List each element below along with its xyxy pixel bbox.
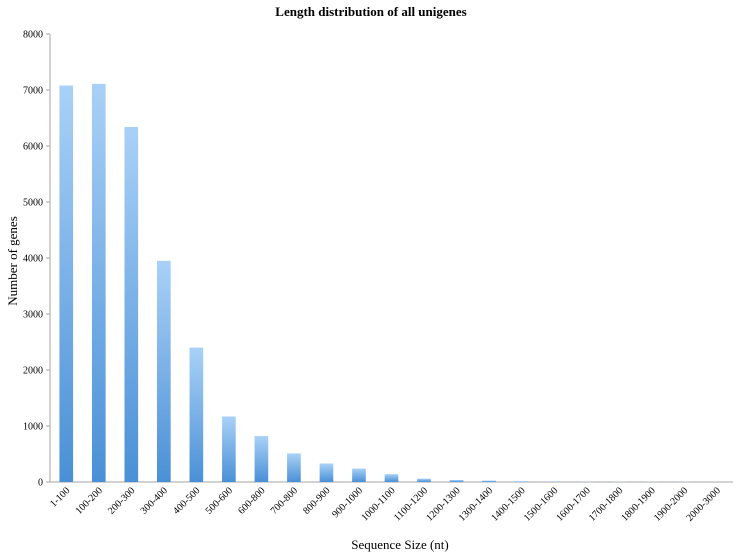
y-tick-label: 6000 [23,142,43,153]
x-axis-title: Sequence Size (nt) [351,537,448,552]
x-tick-label: 300-400 [139,485,170,516]
bar-100-200 [92,84,106,482]
x-tick-label: 1300-1400 [457,485,495,523]
bar-400-500 [190,348,204,482]
bar-1100-1200 [417,479,431,482]
y-tick-label: 0 [38,478,43,489]
x-tick-label: 600-800 [236,485,267,516]
x-tick-label: 800-900 [301,485,332,516]
x-tick-label: 2000-3000 [684,485,722,523]
x-tick-label: 1-100 [48,485,72,509]
x-tick-label: 1400-1500 [489,485,527,523]
y-ticks: 0 1000 2000 3000 4000 5000 6000 7000 8000 [23,30,50,489]
x-tick-label: 1700-1800 [587,485,625,523]
y-tick-label: 8000 [23,30,43,41]
bar-1400-1500 [515,481,529,482]
y-axis-title: Number of genes [5,216,20,306]
bar-1000-1100 [385,474,399,482]
x-tick-label: 1900-2000 [652,485,690,523]
bars [59,84,723,482]
x-tick-label: 200-300 [106,485,137,516]
chart-title: Length distribution of all unigenes [275,4,466,19]
x-tick-label: 400-500 [171,485,202,516]
x-tick-label: 700-800 [269,485,300,516]
x-tick-label: 100-200 [74,485,105,516]
x-tick-label: 500-600 [204,485,235,516]
bar-800-900 [320,464,334,482]
y-tick-label: 3000 [23,310,43,321]
x-tick-label: 1000-1100 [359,485,397,523]
bar-300-400 [157,261,171,482]
x-tick-label: 1800-1900 [619,485,657,523]
y-tick-label: 4000 [23,254,43,265]
bar-600-800 [255,436,269,482]
x-tick-label: 1600-1700 [554,485,592,523]
bar-900-1000 [352,469,366,482]
bar-200-300 [124,127,138,482]
bar-1200-1300 [450,480,464,482]
bar-1300-1400 [482,481,496,482]
y-tick-label: 2000 [23,366,43,377]
y-tick-label: 1000 [23,422,43,433]
x-tick-label: 1200-1300 [424,485,462,523]
bar-500-600 [222,416,236,482]
x-tick-label: 1100-1200 [392,485,430,523]
y-tick-label: 7000 [23,86,43,97]
bar-1-100 [59,86,73,482]
bar-700-800 [287,453,301,482]
y-tick-label: 5000 [23,198,43,209]
x-tick-label: 1500-1600 [522,485,560,523]
